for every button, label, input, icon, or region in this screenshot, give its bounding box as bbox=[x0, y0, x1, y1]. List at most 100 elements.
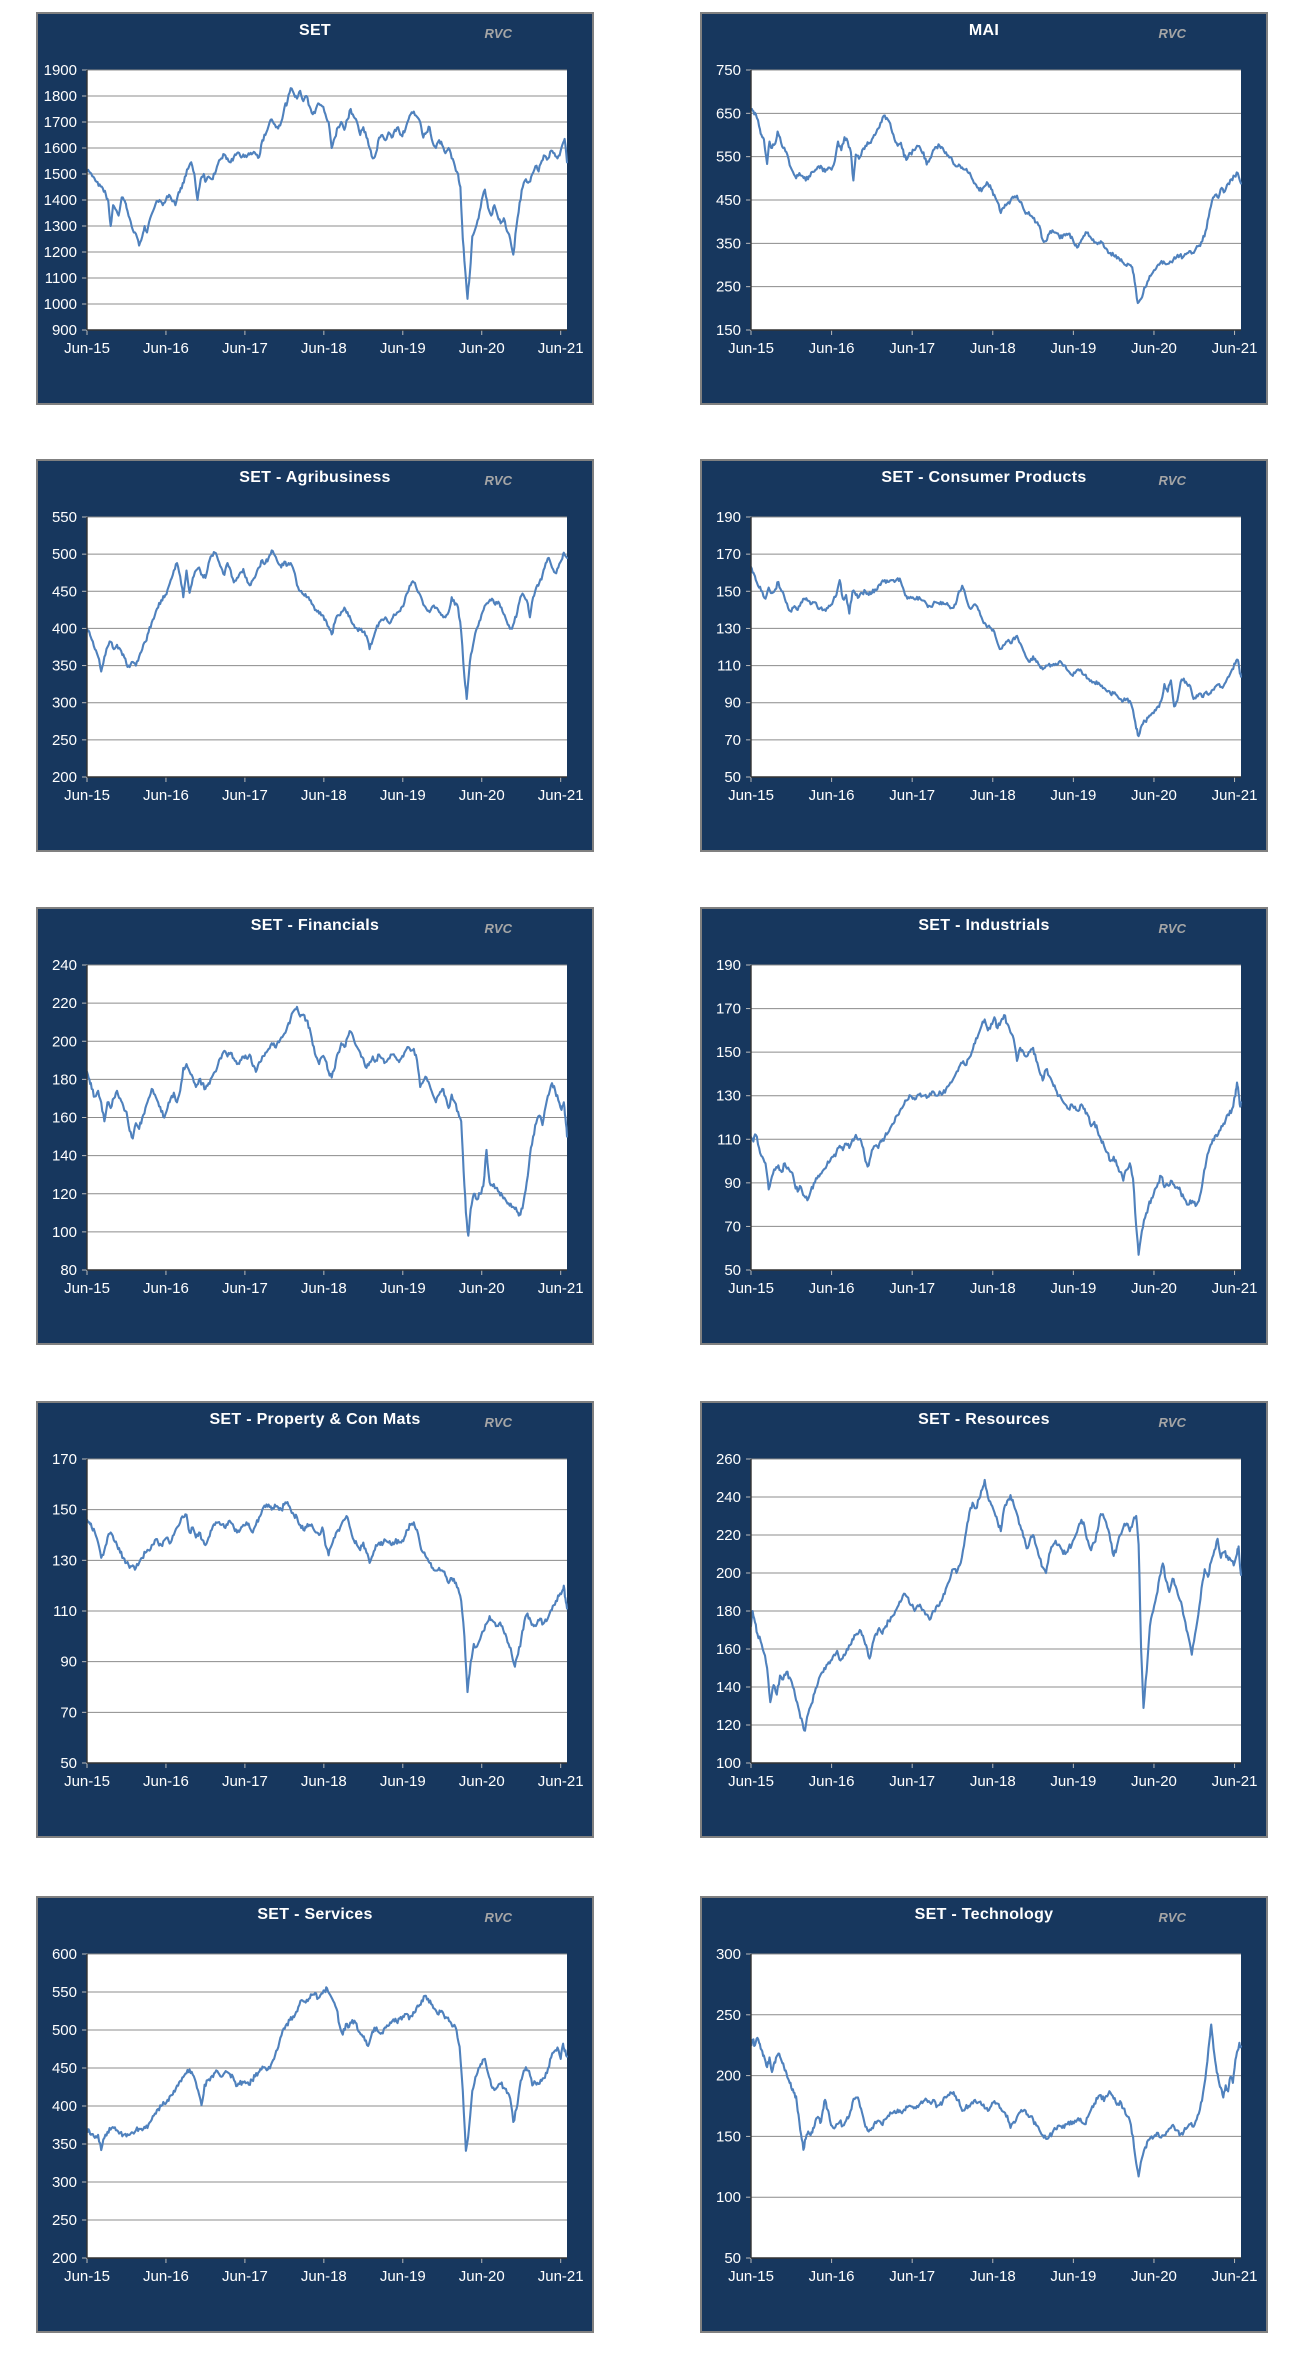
x-tick-label: Jun-18 bbox=[301, 1773, 347, 1790]
x-tick-label: Jun-18 bbox=[970, 1773, 1016, 1790]
x-tick-label: Jun-21 bbox=[538, 1280, 584, 1297]
x-tick-label: Jun-21 bbox=[1212, 787, 1258, 804]
chart-panel: SET - Technology RVC 50 100 150 200 250 300 Ju… bbox=[700, 1896, 1268, 2333]
x-tick-label: Jun-16 bbox=[143, 340, 189, 357]
y-tick-label: 300 bbox=[52, 695, 77, 712]
x-tick-label: Jun-18 bbox=[301, 2268, 347, 2285]
x-tick-label: Jun-19 bbox=[1050, 1280, 1096, 1297]
y-tick-label: 100 bbox=[716, 1755, 741, 1772]
chart-title: SET - Resources bbox=[918, 1411, 1050, 1428]
y-tick-label: 1300 bbox=[44, 218, 77, 235]
x-tick-label: Jun-15 bbox=[728, 787, 774, 804]
chart-panel: SET - Agribusiness RVC 200 250 300 350 400 45… bbox=[36, 459, 594, 852]
y-tick-label: 900 bbox=[52, 322, 77, 339]
line-chart: 50 100 150 200 250 300 Jun-15 Jun-16 Jun-17 Jun-1… bbox=[716, 1946, 1258, 2285]
chart-title: SET - Services bbox=[257, 1906, 373, 1923]
x-tick-label: Jun-19 bbox=[380, 1773, 426, 1790]
x-tick-label: Jun-16 bbox=[143, 787, 189, 804]
y-tick-label: 200 bbox=[52, 769, 77, 786]
y-tick-label: 600 bbox=[52, 1946, 77, 1963]
y-tick-label: 500 bbox=[52, 2022, 77, 2039]
y-tick-label: 350 bbox=[716, 235, 741, 252]
chart-panel: SET - Industrials RVC 50 70 90 110 130 150 170… bbox=[700, 907, 1268, 1345]
series-line bbox=[87, 549, 568, 701]
y-tick-label: 80 bbox=[60, 1262, 77, 1279]
series-line bbox=[751, 1014, 1242, 1256]
x-tick-label: Jun-15 bbox=[64, 1280, 110, 1297]
rvc-watermark: RVC bbox=[484, 1910, 512, 1925]
x-tick-label: Jun-18 bbox=[970, 1280, 1016, 1297]
x-tick-label: Jun-15 bbox=[64, 340, 110, 357]
rvc-watermark: RVC bbox=[484, 921, 512, 936]
x-tick-label: Jun-21 bbox=[1212, 340, 1258, 357]
y-tick-label: 1200 bbox=[44, 244, 77, 261]
x-tick-label: Jun-20 bbox=[459, 340, 505, 357]
line-chart: 50 70 90 110 130 150 170 190 Jun-15 Jun-16 Jun-17 J… bbox=[716, 957, 1258, 1297]
chart-title: MAI bbox=[968, 22, 1000, 39]
y-tick-label: 200 bbox=[52, 1033, 77, 1050]
rvc-watermark: RVC bbox=[484, 1415, 512, 1430]
x-tick-label: Jun-17 bbox=[889, 1773, 935, 1790]
series-line bbox=[751, 1478, 1242, 1732]
x-tick-label: Jun-15 bbox=[728, 340, 774, 357]
y-tick-label: 90 bbox=[60, 1654, 77, 1671]
y-tick-label: 130 bbox=[716, 1088, 741, 1105]
chart-panel: SET RVC 900 1000 1100 1200 1300 1400 1500 1600 1… bbox=[36, 12, 594, 405]
y-tick-label: 1100 bbox=[45, 270, 77, 287]
x-tick-label: Jun-15 bbox=[64, 1773, 110, 1790]
y-tick-label: 220 bbox=[716, 1527, 741, 1544]
y-tick-label: 1400 bbox=[44, 192, 77, 209]
x-tick-label: Jun-19 bbox=[380, 787, 426, 804]
y-tick-label: 100 bbox=[716, 2189, 741, 2206]
x-tick-label: Jun-21 bbox=[538, 787, 584, 804]
line-chart: 200 250 300 350 400 450 500 550 Jun-15 Jun-16 Jun-… bbox=[52, 509, 584, 804]
y-tick-label: 750 bbox=[716, 62, 741, 79]
x-tick-label: Jun-16 bbox=[809, 1773, 855, 1790]
y-tick-label: 140 bbox=[716, 1679, 741, 1696]
y-tick-label: 200 bbox=[52, 2250, 77, 2267]
y-tick-label: 350 bbox=[52, 658, 77, 675]
x-tick-label: Jun-15 bbox=[728, 1280, 774, 1297]
y-tick-label: 450 bbox=[716, 192, 741, 209]
y-tick-label: 1700 bbox=[44, 114, 77, 131]
y-tick-label: 160 bbox=[52, 1110, 77, 1127]
y-tick-label: 400 bbox=[52, 620, 77, 637]
x-tick-label: Jun-20 bbox=[1131, 1280, 1177, 1297]
rvc-watermark: RVC bbox=[1158, 1415, 1186, 1430]
y-tick-label: 90 bbox=[724, 695, 741, 712]
x-tick-label: Jun-17 bbox=[222, 1280, 268, 1297]
y-tick-label: 90 bbox=[724, 1175, 741, 1192]
chart-title: SET - Property & Con Mats bbox=[209, 1411, 421, 1428]
x-tick-label: Jun-20 bbox=[1131, 787, 1177, 804]
line-chart: 200 250 300 350 400 450 500 550 600 Jun-15 Jun-16 J… bbox=[52, 1946, 584, 2285]
y-tick-label: 110 bbox=[717, 658, 741, 675]
y-tick-label: 70 bbox=[724, 1218, 741, 1235]
x-tick-label: Jun-18 bbox=[970, 2268, 1016, 2285]
y-tick-label: 70 bbox=[724, 732, 741, 749]
y-tick-label: 120 bbox=[716, 1717, 741, 1734]
x-tick-label: Jun-16 bbox=[809, 2268, 855, 2285]
rvc-watermark: RVC bbox=[484, 26, 512, 41]
x-tick-label: Jun-17 bbox=[889, 2268, 935, 2285]
x-tick-label: Jun-20 bbox=[1131, 2268, 1177, 2285]
x-tick-label: Jun-17 bbox=[889, 340, 935, 357]
x-tick-label: Jun-19 bbox=[1050, 2268, 1096, 2285]
y-tick-label: 250 bbox=[52, 732, 77, 749]
y-tick-label: 550 bbox=[52, 1984, 77, 2001]
x-tick-label: Jun-16 bbox=[143, 2268, 189, 2285]
y-tick-label: 240 bbox=[716, 1489, 741, 1506]
y-tick-label: 50 bbox=[724, 769, 741, 786]
y-tick-label: 1800 bbox=[44, 88, 77, 105]
line-chart: 900 1000 1100 1200 1300 1400 1500 1600 1700 1800 1… bbox=[44, 62, 584, 357]
x-tick-label: Jun-20 bbox=[459, 2268, 505, 2285]
series-line bbox=[87, 87, 568, 300]
series-line bbox=[751, 2023, 1242, 2178]
x-tick-label: Jun-21 bbox=[538, 340, 584, 357]
y-tick-label: 150 bbox=[716, 583, 741, 600]
y-tick-label: 150 bbox=[716, 1044, 741, 1061]
x-tick-label: Jun-18 bbox=[970, 340, 1016, 357]
x-tick-label: Jun-17 bbox=[222, 2268, 268, 2285]
y-tick-label: 100 bbox=[52, 1224, 77, 1241]
x-tick-label: Jun-18 bbox=[301, 1280, 347, 1297]
x-tick-label: Jun-15 bbox=[728, 1773, 774, 1790]
